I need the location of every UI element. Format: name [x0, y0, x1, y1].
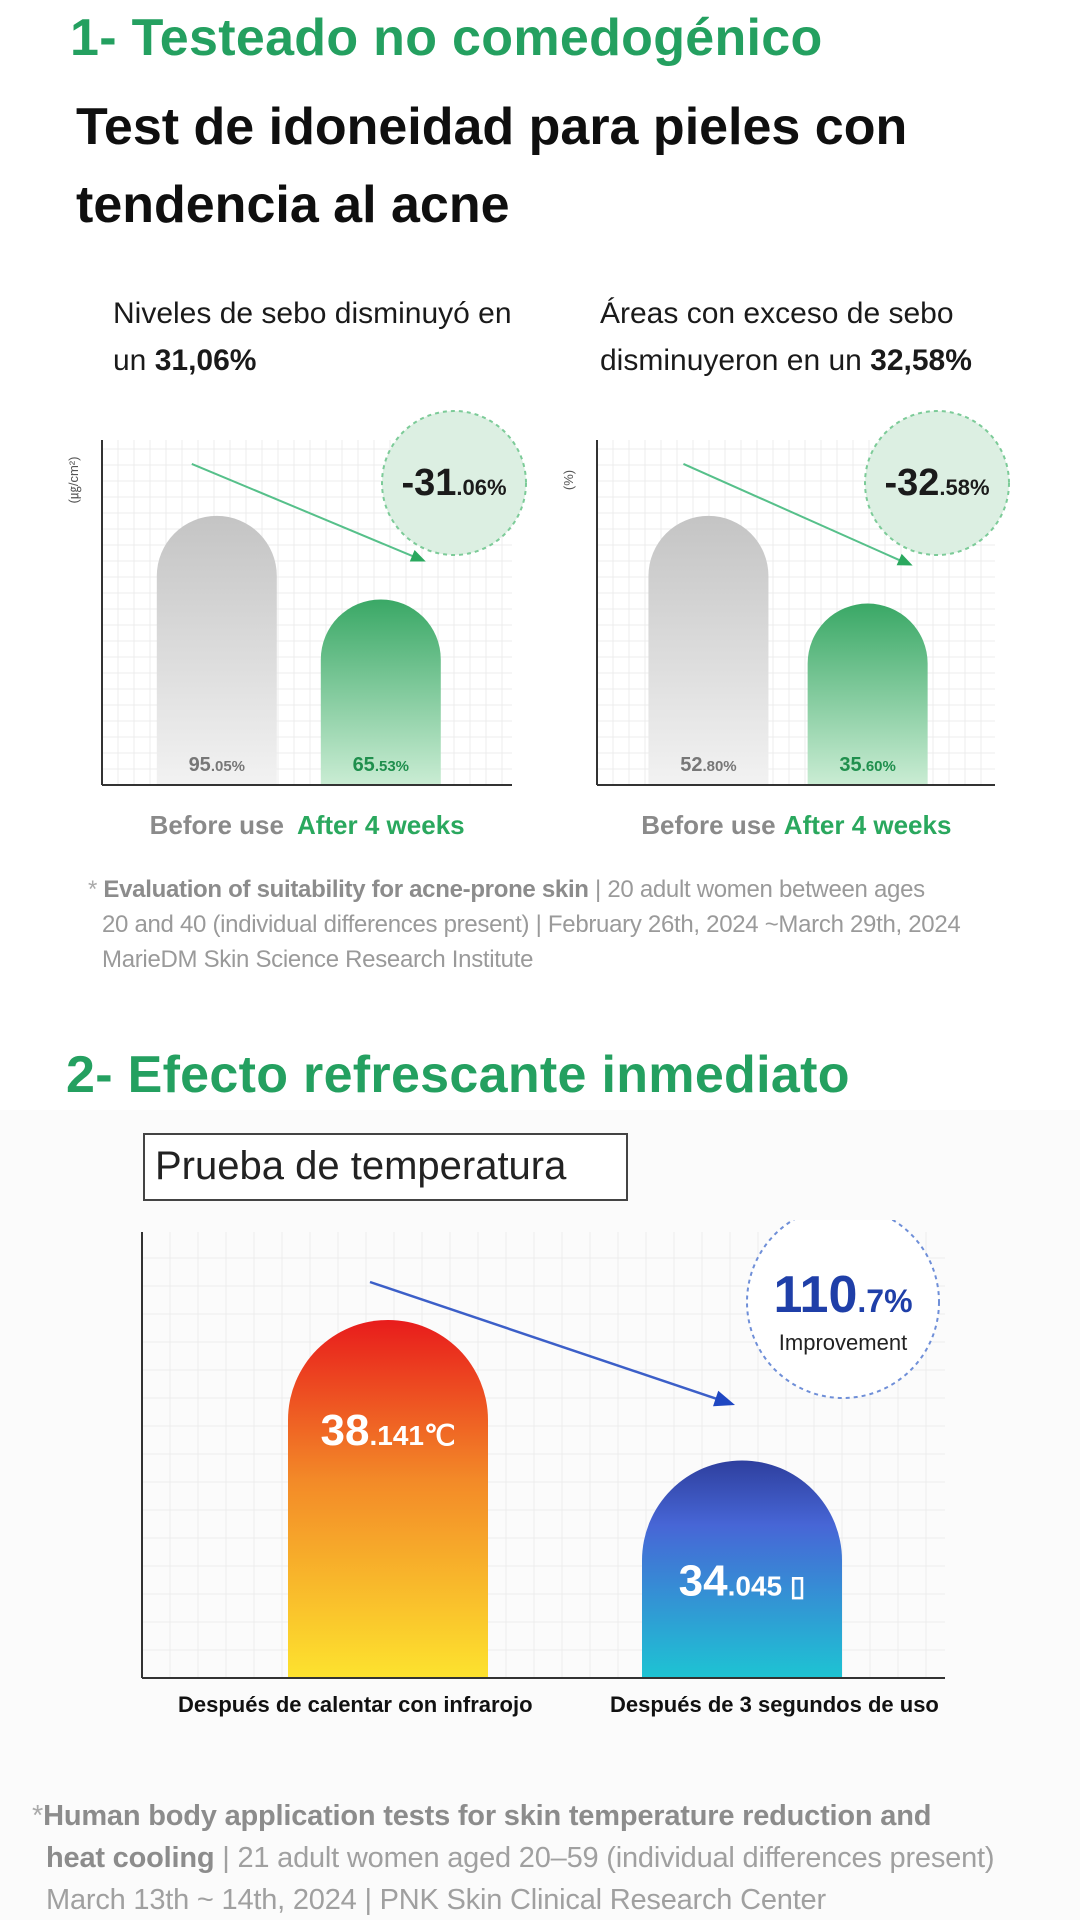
value-label-before: 52.80%	[680, 754, 736, 776]
right-claim-value: 32,58%	[870, 344, 972, 377]
bar-before-use	[156, 515, 277, 784]
value-label-after: 65.53%	[353, 754, 409, 776]
trend-arrow	[191, 462, 417, 559]
temp-value-heated: 38.141℃	[321, 1406, 456, 1455]
right-claim-text: Áreas con exceso de sebo disminuyeron en…	[600, 297, 954, 377]
footnote-study2-line2: | 21 adult women aged 20–59 (individual …	[214, 1842, 995, 1874]
trend-arrow-head	[896, 553, 913, 566]
left-claim: Niveles de sebo disminuyó en un 31,06%	[113, 290, 533, 384]
trend-arrow	[369, 1280, 724, 1403]
temperature-test-label: Prueba de temperatura	[143, 1133, 628, 1201]
reduction-badge	[381, 410, 527, 556]
footnote-study1-line2: 20 and 40 (individual differences presen…	[102, 911, 961, 938]
footnote-study1: * Evaluation of suitability for acne-pro…	[88, 872, 1048, 977]
footnote-study2-title: Human body application tests for skin te…	[43, 1800, 932, 1832]
y-axis-unit-label: (%)	[561, 470, 576, 490]
temperature-chart: 38.141℃ 34.045 ▯ 110.7% Improvement	[141, 1220, 945, 1679]
reduction-badge	[864, 410, 1010, 556]
bar-after-4-weeks	[320, 599, 441, 784]
footnote-study1-line1: | 20 adult women between ages	[588, 876, 925, 903]
improvement-badge-value: 110.7%	[773, 1266, 912, 1324]
chart2-label-before-use: Before use	[641, 810, 776, 840]
footnote-study2: *Human body application tests for skin t…	[32, 1795, 1072, 1920]
bar-before-use	[648, 515, 769, 784]
sebum-level-chart: (㎍/cm²) 95.05% 65.53% -31.06%	[66, 410, 527, 786]
footnote-study1-line3: MarieDM Skin Science Research Institute	[102, 946, 534, 973]
chart1-label-before-use: Before use	[149, 810, 284, 840]
trend-arrow-head	[713, 1390, 735, 1407]
chart1-label-after-4-weeks: After 4 weeks	[296, 810, 465, 840]
section1-subheading: Test de idoneidad para pieles con tenden…	[76, 98, 908, 234]
bar-heated	[288, 1320, 488, 1677]
left-claim-text: Niveles de sebo disminuyó en un	[113, 297, 512, 377]
trend-arrow	[683, 462, 904, 563]
footnote-study2-line3: March 13th ~ 14th, 2024 | PNK Skin Clini…	[46, 1884, 826, 1916]
bar-after-4-weeks	[807, 603, 928, 784]
temp-value-after-use: 34.045 ▯	[679, 1556, 806, 1605]
bar-after-use	[642, 1460, 842, 1677]
improvement-badge	[746, 1220, 940, 1399]
section1-heading: 1- Testeado no comedogénico	[70, 9, 823, 67]
chart2-label-after-4-weeks: After 4 weeks	[783, 810, 952, 840]
improvement-badge-label: Improvement	[779, 1330, 907, 1355]
right-claim: Áreas con exceso de sebo disminuyeron en…	[600, 290, 1040, 384]
reduction-badge-value: -32.58%	[884, 462, 989, 504]
value-label-before: 95.05%	[189, 754, 245, 776]
footnote-study2-title-cont: heat cooling	[46, 1842, 215, 1874]
trend-arrow-head	[409, 550, 426, 562]
reduction-badge-value: -31.06%	[401, 462, 506, 504]
bar-label-heated: Después de calentar con infrarojo	[178, 1692, 533, 1717]
y-axis-unit-label: (㎍/cm²)	[66, 457, 82, 504]
section2-heading: 2- Efecto refrescante inmediato	[66, 1046, 850, 1104]
oily-area-chart: (%) 52.80% 35.60% -32.58%	[561, 410, 1010, 786]
left-claim-value: 31,06%	[154, 344, 257, 377]
bar-label-after-use: Después de 3 segundos de uso	[610, 1692, 939, 1717]
footnote-study1-title: Evaluation of suitability for acne-prone…	[103, 876, 589, 903]
value-label-after: 35.60%	[839, 754, 895, 776]
